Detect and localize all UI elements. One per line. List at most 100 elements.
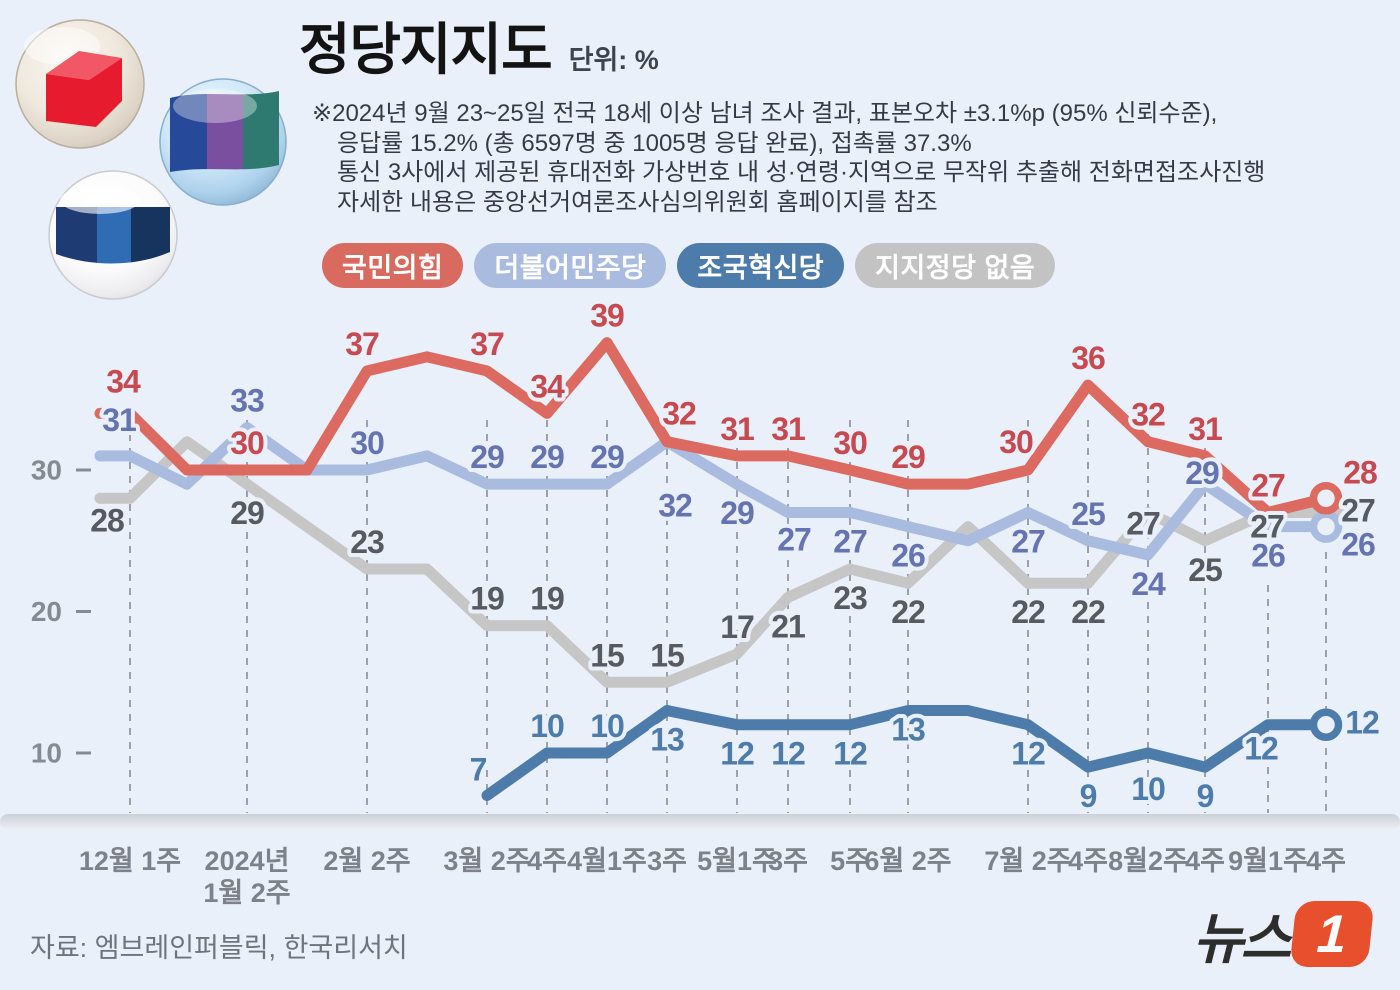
legend-pill-dp: 더불어민주당 xyxy=(474,243,667,288)
legend-pill-none: 지지정당 없음 xyxy=(855,243,1056,288)
svg-text:3주: 3주 xyxy=(768,846,808,876)
value-labels-ppp: 34 30 37 37 34 39 32 31 31 30 29 30 36 32 31 27 28 xyxy=(102,294,1382,508)
svg-text:31: 31 xyxy=(102,402,136,438)
svg-text:22: 22 xyxy=(1011,594,1045,630)
series-line-none xyxy=(94,436,1348,688)
svg-text:4주: 4주 xyxy=(1068,846,1108,876)
svg-text:28: 28 xyxy=(90,502,124,538)
svg-text:9: 9 xyxy=(1197,778,1214,814)
end-marker-ppp xyxy=(1309,482,1343,515)
note-line: 통신 3사에서 제공된 휴대전화 가상번호 내 성·연령·지역으로 무작위 추출… xyxy=(337,159,1266,186)
unit-label: 단위: % xyxy=(568,45,659,75)
svg-text:4월1주: 4월1주 xyxy=(567,846,647,876)
svg-text:31: 31 xyxy=(1188,411,1222,447)
svg-text:7: 7 xyxy=(470,751,487,787)
svg-text:10: 10 xyxy=(590,708,624,744)
svg-text:2월 2주: 2월 2주 xyxy=(323,846,410,876)
svg-text:27: 27 xyxy=(833,523,867,559)
svg-text:19: 19 xyxy=(530,581,564,617)
svg-text:3월 2주: 3월 2주 xyxy=(443,846,530,876)
news1-logo: 뉴스 1 xyxy=(1193,894,1375,974)
svg-text:30: 30 xyxy=(999,424,1033,460)
ppp-cube-icon xyxy=(15,19,145,149)
svg-text:3주: 3주 xyxy=(647,846,687,876)
svg-text:39: 39 xyxy=(590,298,624,334)
svg-text:23: 23 xyxy=(833,580,867,616)
note-line: 자세한 내용은 중앙선거여론조사심의위원회 홈페이지를 참조 xyxy=(337,188,938,216)
svg-text:27: 27 xyxy=(1250,508,1284,544)
svg-text:29: 29 xyxy=(590,439,624,475)
svg-text:26: 26 xyxy=(1341,527,1375,563)
svg-text:15: 15 xyxy=(590,637,624,673)
note-line: 응답률 15.2% (총 6597명 중 1005명 응답 완료), 접촉률 3… xyxy=(337,129,972,157)
legend-pill-rkp: 조국혁신당 xyxy=(677,243,845,288)
svg-text:13: 13 xyxy=(650,722,684,758)
svg-text:1월 2주: 1월 2주 xyxy=(203,878,290,908)
svg-text:5주: 5주 xyxy=(830,846,870,876)
svg-text:34: 34 xyxy=(530,368,565,404)
svg-text:9월1주: 9월1주 xyxy=(1228,846,1308,876)
svg-text:37: 37 xyxy=(470,326,504,362)
svg-text:23: 23 xyxy=(350,524,384,560)
svg-text:27: 27 xyxy=(777,521,811,557)
svg-text:27: 27 xyxy=(1126,505,1160,541)
svg-text:32: 32 xyxy=(1131,397,1165,433)
svg-text:33: 33 xyxy=(230,383,264,419)
svg-text:15: 15 xyxy=(650,637,684,673)
rkp-flag-icon xyxy=(48,170,178,300)
svg-text:30: 30 xyxy=(350,425,384,461)
svg-text:8월2주: 8월2주 xyxy=(1108,846,1188,876)
svg-text:24: 24 xyxy=(1131,566,1166,602)
svg-text:4주: 4주 xyxy=(1306,846,1346,876)
svg-text:12: 12 xyxy=(720,736,754,772)
dp-flag-icon xyxy=(159,78,287,206)
svg-text:30: 30 xyxy=(31,455,62,486)
survey-notes: ※2024년 9월 23~25일 전국 18세 이상 남녀 조사 결과, 표본오… xyxy=(312,99,1265,217)
svg-text:19: 19 xyxy=(470,581,504,617)
svg-text:31: 31 xyxy=(720,411,754,447)
svg-text:10: 10 xyxy=(1131,771,1165,807)
svg-text:29: 29 xyxy=(1185,455,1219,491)
svg-text:9: 9 xyxy=(1080,778,1097,814)
x-axis-band xyxy=(0,814,1400,830)
svg-text:4주: 4주 xyxy=(1185,846,1225,876)
svg-text:27: 27 xyxy=(1341,492,1375,528)
svg-text:27: 27 xyxy=(1251,467,1285,503)
svg-text:29: 29 xyxy=(230,495,264,531)
svg-text:7월 2주: 7월 2주 xyxy=(984,846,1071,876)
svg-text:5월1주: 5월1주 xyxy=(697,846,777,876)
svg-text:28: 28 xyxy=(1343,454,1377,490)
legend-pill-ppp: 국민의힘 xyxy=(322,243,464,288)
svg-text:25: 25 xyxy=(1071,496,1105,532)
svg-text:12: 12 xyxy=(771,736,805,772)
svg-text:22: 22 xyxy=(891,594,925,630)
value-labels-none: 28 29 23 19 19 15 15 17 21 23 22 22 22 27 25 27 27 xyxy=(86,488,1380,677)
news1-logo-box: 1 xyxy=(1289,901,1375,967)
svg-text:17: 17 xyxy=(720,609,754,645)
svg-text:12: 12 xyxy=(1011,736,1045,772)
svg-text:31: 31 xyxy=(771,411,805,447)
svg-text:26: 26 xyxy=(1251,538,1285,574)
svg-text:32: 32 xyxy=(658,488,692,524)
news1-logo-text: 뉴스 xyxy=(1193,908,1291,970)
svg-text:22: 22 xyxy=(1071,594,1105,630)
svg-text:30: 30 xyxy=(230,425,264,461)
svg-text:37: 37 xyxy=(345,326,379,362)
svg-text:10: 10 xyxy=(530,708,564,744)
y-axis: 30 20 10 xyxy=(31,455,91,769)
series-line-dp xyxy=(94,422,1332,561)
series-line-ppp xyxy=(94,337,1332,518)
svg-text:12: 12 xyxy=(1244,731,1278,767)
series-line-rkp xyxy=(481,705,1332,801)
gridlines xyxy=(129,420,1327,813)
source-credit: 자료: 엠브레인퍼블릭, 한국리서치 xyxy=(30,933,408,963)
svg-text:10: 10 xyxy=(31,738,62,769)
svg-text:29: 29 xyxy=(891,439,925,475)
svg-text:34: 34 xyxy=(106,363,141,399)
page-title: 정당지지도 xyxy=(299,18,553,81)
